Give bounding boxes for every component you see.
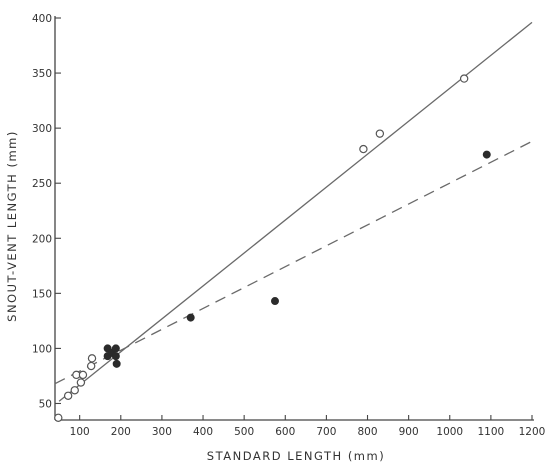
x-tick-label: 200 xyxy=(111,426,131,438)
x-tick-label: 500 xyxy=(234,426,254,438)
y-tick-label: 150 xyxy=(32,288,52,300)
filled-data-point xyxy=(482,150,491,159)
open-data-point xyxy=(359,144,368,154)
x-tick-label: 1200 xyxy=(519,426,546,438)
filled-data-point xyxy=(112,359,121,368)
y-tick-label: 400 xyxy=(32,13,52,25)
y-tick-label: 250 xyxy=(32,178,52,190)
x-tick-label: 1100 xyxy=(478,426,505,438)
data-points xyxy=(54,74,491,422)
open-data-point xyxy=(76,378,86,387)
y-tick-label: 200 xyxy=(32,233,52,245)
open-data-point xyxy=(87,354,97,363)
open-data-point xyxy=(54,413,63,422)
x-tick-label: 600 xyxy=(275,426,295,438)
x-axis-ticks: 100 200 300 400 500 600 700 800 900 1000 1100 1200 xyxy=(70,415,546,438)
x-tick-label: 900 xyxy=(399,426,419,438)
x-tick-label: 800 xyxy=(357,426,377,438)
x-tick-label: 400 xyxy=(193,426,213,438)
y-axis-ticks: 50 100 150 200 250 300 350 400 xyxy=(32,13,61,410)
x-axis-title: STANDARD LENGTH (mm) xyxy=(207,449,385,463)
filled-data-point xyxy=(111,344,120,353)
open-data-point xyxy=(459,74,469,83)
x-tick-label: 700 xyxy=(316,426,336,438)
open-data-point xyxy=(63,391,73,400)
axes xyxy=(54,16,534,421)
x-tick-label: 1000 xyxy=(436,426,463,438)
fit-line-solid xyxy=(58,21,533,402)
x-tick-label: 100 xyxy=(70,426,90,438)
y-axis-title: SNOUT-VENT LENGTH (mm) xyxy=(5,130,19,322)
y-tick-label: 50 xyxy=(39,398,52,410)
filled-data-point xyxy=(111,352,120,361)
open-data-point xyxy=(78,370,88,380)
x-tick-label: 300 xyxy=(152,426,172,438)
open-data-point xyxy=(70,386,79,395)
y-tick-label: 300 xyxy=(32,123,52,135)
open-data-point xyxy=(375,129,385,138)
fit-lines xyxy=(54,21,533,402)
fit-line-dashed xyxy=(54,140,533,385)
y-tick-label: 100 xyxy=(32,343,52,355)
filled-data-point xyxy=(270,297,279,306)
filled-data-point xyxy=(186,313,195,322)
y-tick-label: 350 xyxy=(32,68,52,80)
open-data-point xyxy=(86,361,96,371)
